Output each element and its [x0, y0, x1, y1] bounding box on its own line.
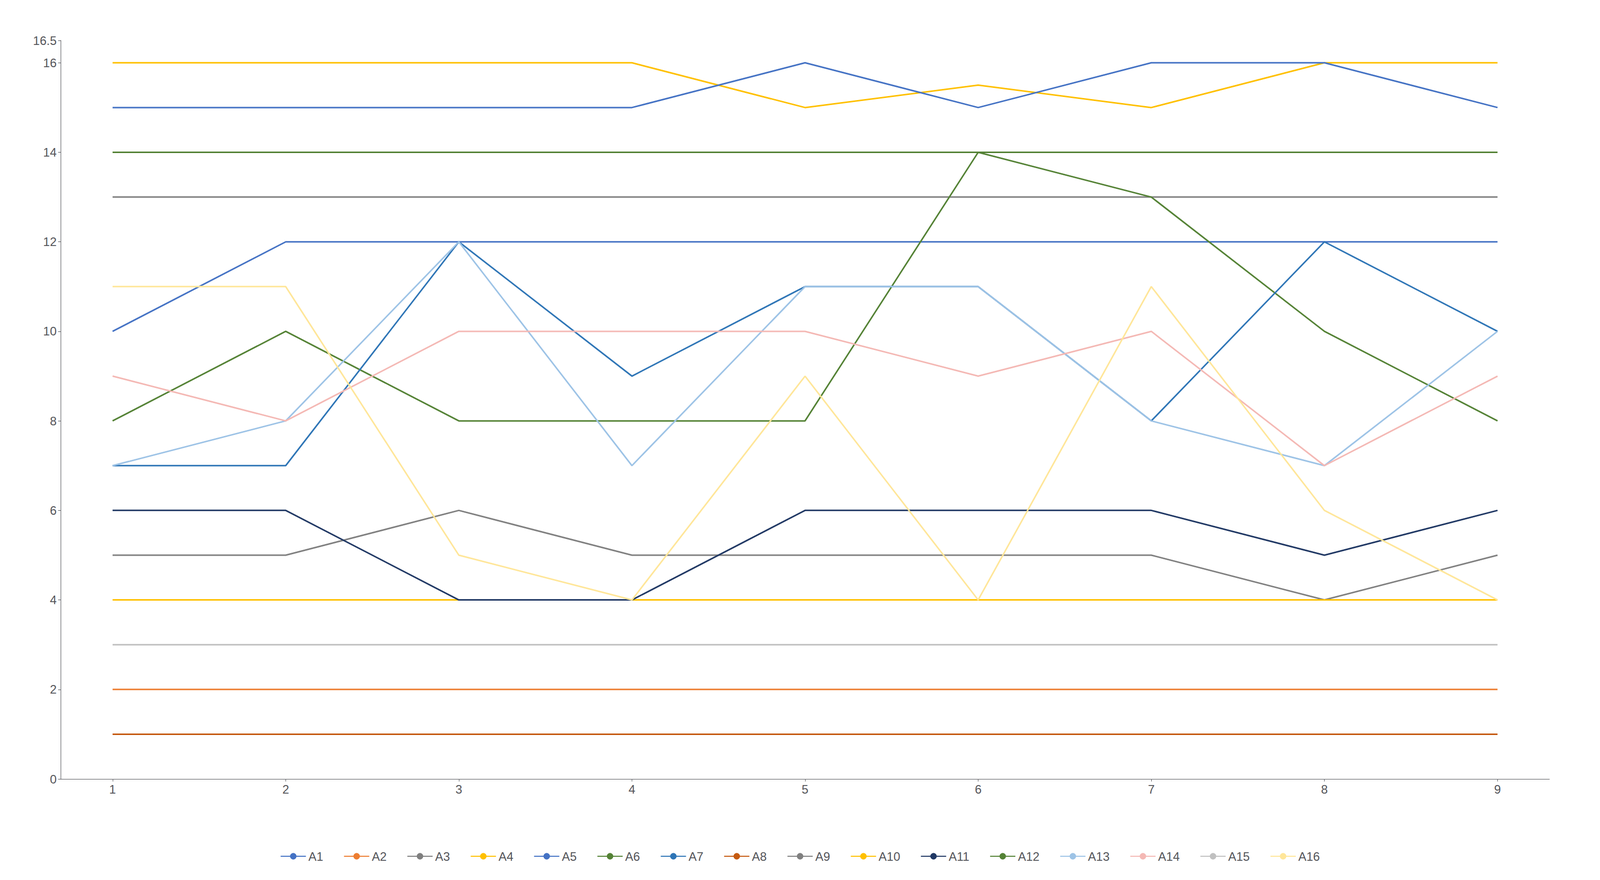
- svg-text:3: 3: [455, 782, 462, 797]
- svg-text:0: 0: [50, 772, 57, 787]
- svg-text:A11: A11: [948, 850, 970, 864]
- svg-text:14: 14: [42, 145, 57, 160]
- svg-text:6: 6: [50, 503, 57, 518]
- svg-text:A10: A10: [878, 850, 901, 864]
- svg-text:2: 2: [50, 682, 57, 697]
- svg-text:A9: A9: [815, 850, 830, 864]
- svg-text:A8: A8: [751, 850, 767, 864]
- svg-text:8: 8: [1321, 782, 1328, 797]
- svg-text:A5: A5: [561, 850, 577, 864]
- svg-text:7: 7: [1147, 782, 1155, 797]
- svg-text:1: 1: [109, 782, 116, 797]
- svg-text:A3: A3: [435, 850, 450, 864]
- svg-text:16.5: 16.5: [32, 33, 57, 48]
- svg-text:5: 5: [801, 782, 809, 797]
- svg-text:A2: A2: [371, 850, 387, 864]
- svg-text:8: 8: [50, 414, 57, 429]
- svg-text:16: 16: [42, 56, 57, 70]
- svg-text:4: 4: [50, 593, 57, 607]
- svg-text:A12: A12: [1017, 850, 1040, 864]
- svg-text:A1: A1: [308, 850, 323, 864]
- svg-text:A13: A13: [1088, 850, 1110, 864]
- svg-text:A7: A7: [688, 850, 703, 864]
- svg-text:A14: A14: [1158, 850, 1181, 864]
- svg-text:10: 10: [42, 324, 57, 339]
- svg-text:A4: A4: [498, 850, 513, 864]
- svg-text:12: 12: [42, 234, 57, 249]
- svg-text:4: 4: [628, 782, 636, 797]
- svg-text:A16: A16: [1298, 850, 1321, 864]
- svg-text:A15: A15: [1228, 850, 1250, 864]
- svg-text:6: 6: [974, 782, 982, 797]
- svg-text:A6: A6: [625, 850, 640, 864]
- svg-text:2: 2: [282, 782, 290, 797]
- svg-text:9: 9: [1494, 782, 1501, 797]
